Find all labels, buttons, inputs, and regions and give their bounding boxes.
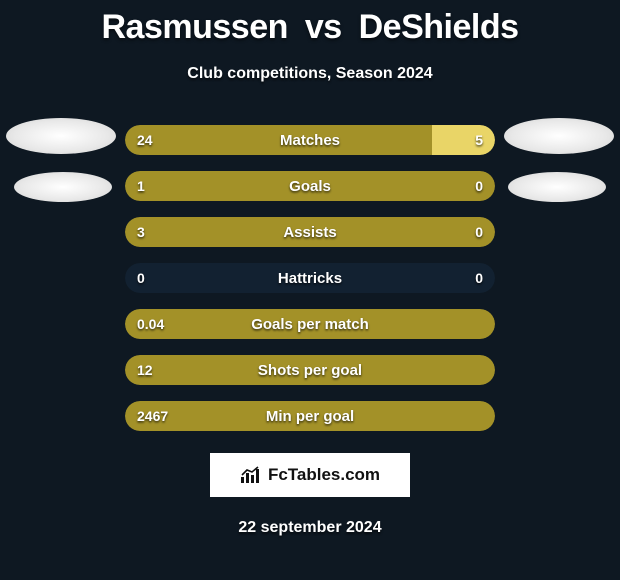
stat-fill-player1 [125, 309, 495, 339]
title-player1: Rasmussen [102, 8, 288, 46]
player1-badge-icon [6, 118, 116, 154]
subtitle: Club competitions, Season 2024 [0, 65, 620, 83]
title-player2: DeShields [359, 8, 519, 46]
brand-text: FcTables.com [268, 465, 380, 485]
brand-box: FcTables.com [210, 453, 410, 497]
stat-row: 00Hattricks [125, 263, 495, 293]
stat-fill-player1 [125, 171, 495, 201]
stat-row: 12Shots per goal [125, 355, 495, 385]
player2-badge-icon [508, 172, 606, 202]
date: 22 september 2024 [0, 519, 620, 537]
stat-track [125, 263, 495, 293]
stat-fill-player1 [125, 125, 432, 155]
stat-row: 245Matches [125, 125, 495, 155]
stat-fill-player1 [125, 355, 495, 385]
stat-fill-player1 [125, 217, 495, 247]
player2-badge-icon [504, 118, 614, 154]
stat-row: 2467Min per goal [125, 401, 495, 431]
stats-list: 245Matches 10Goals 30Assists 00Hattricks 0.0… [125, 125, 495, 431]
stat-fill-player1 [125, 401, 495, 431]
stat-row: 0.04Goals per match [125, 309, 495, 339]
comparison-title: Rasmussen vs DeShields [0, 0, 620, 47]
title-vs: vs [305, 8, 342, 46]
stat-row: 10Goals [125, 171, 495, 201]
brand-chart-icon [240, 466, 262, 484]
stat-row: 30Assists [125, 217, 495, 247]
player1-badge-icon [14, 172, 112, 202]
stat-fill-player2 [432, 125, 495, 155]
